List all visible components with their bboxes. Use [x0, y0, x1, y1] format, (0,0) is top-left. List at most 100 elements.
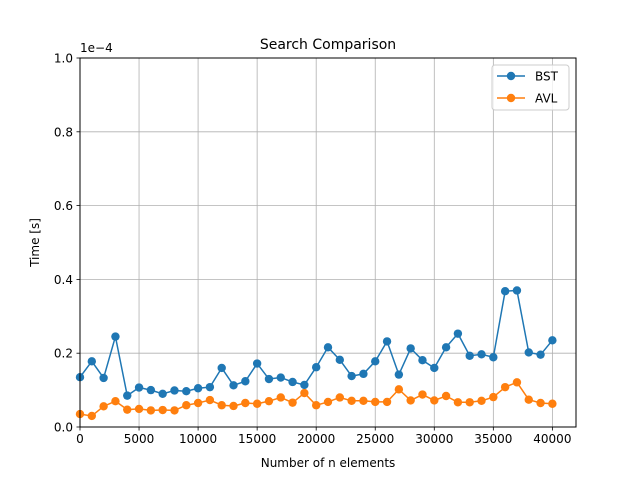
plot-frame [79, 57, 577, 428]
y-tick-label: 0.6 [54, 199, 73, 213]
data-point-avl [524, 395, 533, 404]
legend-avl-marker [506, 93, 516, 103]
data-point-avl [288, 398, 297, 407]
data-point-bst [229, 381, 238, 390]
data-point-avl [323, 397, 333, 407]
data-point-bst [300, 380, 309, 390]
data-point-bst [524, 348, 533, 357]
data-point-bst [489, 353, 498, 362]
x-tick-label: 25000 [356, 432, 394, 446]
x-tick-label: 0 [76, 432, 84, 446]
data-point-avl [406, 396, 415, 405]
x-axis-label: Number of n elements [261, 456, 396, 470]
data-point-avl [311, 401, 321, 410]
y-tick-label: 0.0 [54, 421, 73, 435]
data-point-bst [371, 357, 380, 366]
data-point-bst [465, 351, 474, 360]
y-tick-label: 1.0 [54, 52, 73, 66]
data-point-avl [500, 382, 510, 392]
x-tick-label: 30000 [415, 432, 453, 446]
data-point-avl [335, 393, 345, 402]
data-point-avl [489, 392, 498, 402]
data-point-bst [453, 329, 463, 338]
data-point-bst [146, 385, 156, 395]
data-point-avl [465, 398, 474, 407]
x-tick-label: 5000 [124, 432, 155, 446]
data-point-bst [441, 343, 451, 352]
data-point-bst [418, 356, 427, 365]
data-point-avl [193, 398, 203, 408]
data-point-bst [217, 363, 226, 373]
series-avl [75, 378, 557, 421]
data-point-avl [394, 385, 404, 394]
data-point-bst [276, 373, 285, 382]
data-point-avl [217, 401, 226, 410]
x-tick-label: 35000 [474, 432, 512, 446]
data-point-bst [430, 363, 439, 373]
data-point-avl [111, 396, 120, 406]
data-point-bst [134, 383, 144, 392]
legend-bst-label: BST [535, 70, 559, 84]
data-point-avl [536, 398, 545, 408]
y-tick-label: 0.2 [54, 347, 73, 361]
data-point-avl [359, 396, 368, 405]
data-point-avl [205, 395, 215, 405]
data-point-bst [241, 377, 250, 386]
chart-title: Search Comparison [260, 37, 396, 53]
data-point-avl [430, 396, 439, 405]
data-point-bst [536, 350, 545, 359]
data-point-bst [123, 391, 132, 400]
x-tick-label: 15000 [238, 432, 276, 446]
data-point-bst [477, 350, 486, 359]
data-point-avl [229, 401, 238, 411]
data-point-avl [276, 393, 285, 402]
data-point-bst [359, 369, 368, 379]
data-point-bst [323, 343, 333, 352]
data-point-avl [512, 378, 522, 387]
data-point-bst [111, 332, 120, 341]
data-point-bst [512, 286, 522, 295]
data-point-bst [99, 373, 108, 383]
data-point-avl [548, 399, 557, 408]
data-point-avl [347, 396, 356, 405]
data-point-bst [500, 287, 510, 296]
legend-avl-label: AVL [535, 92, 558, 106]
data-point-avl [241, 398, 250, 408]
legend-bst-marker [506, 71, 516, 81]
data-point-bst [311, 363, 321, 372]
data-point-avl [371, 397, 380, 407]
y-axis-label: Time [s] [28, 218, 42, 268]
data-point-avl [453, 398, 463, 407]
data-point-avl [134, 404, 144, 414]
data-point-bst [288, 377, 297, 387]
data-point-bst [87, 357, 97, 366]
data-point-bst [252, 359, 262, 368]
data-point-bst [182, 387, 191, 396]
data-point-bst [548, 336, 557, 345]
data-point-bst [335, 355, 345, 365]
y-tick-label: 0.4 [54, 273, 73, 287]
data-point-bst [170, 386, 179, 395]
data-point-bst [205, 382, 215, 392]
series-layer [75, 286, 557, 421]
data-point-avl [182, 401, 191, 410]
data-point-bst [264, 374, 274, 384]
x-tick-label: 10000 [179, 432, 217, 446]
data-point-avl [252, 399, 262, 408]
data-point-bst [158, 389, 167, 398]
data-point-avl [418, 390, 427, 399]
data-point-avl [99, 402, 108, 411]
series-bst [75, 286, 557, 400]
data-point-bst [406, 344, 415, 353]
data-point-bst [382, 337, 392, 346]
data-point-avl [87, 411, 97, 421]
y-axis-scale-label: 1e−4 [80, 41, 113, 55]
data-point-avl [264, 396, 274, 406]
data-point-avl [146, 406, 156, 415]
legend: BST AVL [491, 64, 570, 111]
data-point-avl [441, 391, 451, 401]
data-point-avl [300, 388, 309, 398]
x-axis-ticks: 0 5000 10000 15000 20000 25000 30000 35000 40000 [76, 427, 571, 446]
x-tick-label: 20000 [297, 432, 335, 446]
